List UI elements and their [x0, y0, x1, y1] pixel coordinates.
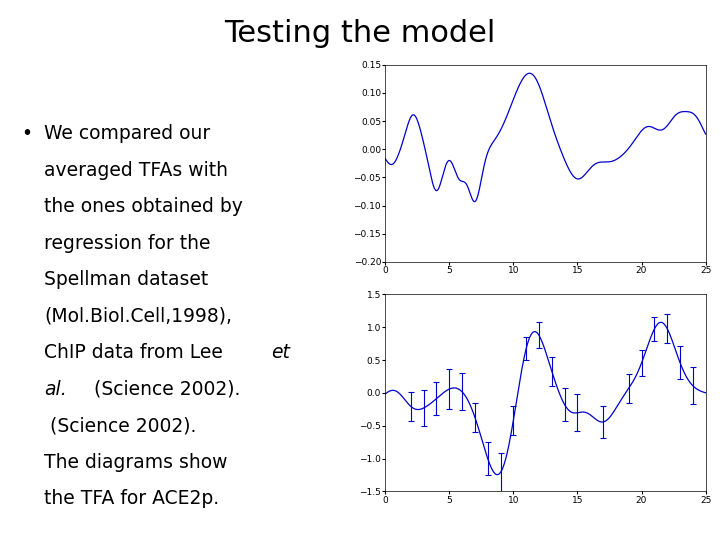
Text: (Mol.Biol.Cell,1998),: (Mol.Biol.Cell,1998),: [44, 307, 232, 326]
Text: averaged TFAs with: averaged TFAs with: [44, 161, 228, 180]
Text: al.: al.: [44, 380, 67, 399]
Text: The diagrams show: The diagrams show: [44, 453, 228, 471]
Text: Spellman dataset: Spellman dataset: [44, 271, 208, 289]
Text: Testing the model: Testing the model: [225, 19, 495, 48]
Text: (Science 2002).: (Science 2002).: [44, 416, 197, 435]
Text: the TFA for ACE2p.: the TFA for ACE2p.: [44, 489, 219, 508]
Text: (Science 2002).: (Science 2002).: [88, 380, 240, 399]
Text: regression for the: regression for the: [44, 234, 210, 253]
Text: et: et: [271, 343, 290, 362]
Text: the ones obtained by: the ones obtained by: [44, 197, 243, 217]
Text: We compared our: We compared our: [44, 125, 210, 144]
Text: ChIP data from Lee: ChIP data from Lee: [44, 343, 229, 362]
Text: •: •: [21, 125, 32, 144]
